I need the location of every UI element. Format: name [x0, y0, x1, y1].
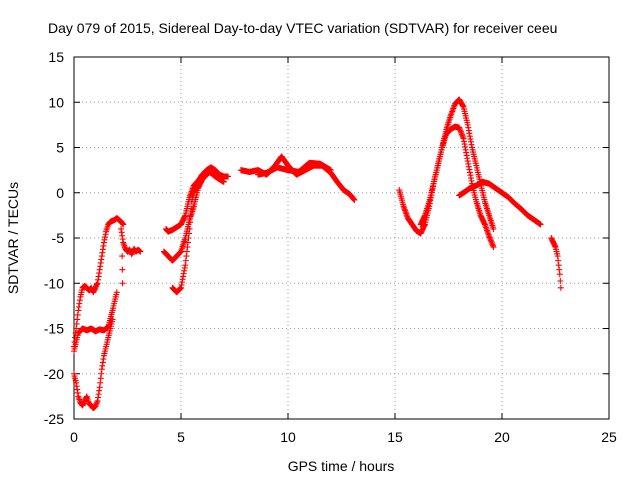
data-point: [220, 178, 227, 185]
data-point: [187, 219, 194, 226]
y-tick-label: -10: [44, 275, 64, 291]
x-tick-label: 20: [494, 429, 510, 445]
data-point: [137, 248, 144, 255]
data-point: [557, 284, 564, 291]
series-sat-d: [118, 225, 144, 258]
data-point: [187, 212, 194, 219]
data-point: [113, 289, 120, 296]
series-sat-b: [71, 289, 120, 355]
series-sat-e: [119, 253, 126, 287]
data-point: [225, 173, 232, 180]
y-tick-label: 0: [56, 185, 64, 201]
series-sat-l: [417, 96, 497, 232]
data-point: [119, 266, 126, 273]
series-sat-m: [456, 178, 544, 228]
data-point: [490, 244, 497, 251]
data-point: [119, 253, 126, 260]
series-sat-a: [71, 215, 127, 350]
x-tick-label: 0: [70, 429, 78, 445]
x-tick-label: 25: [601, 429, 617, 445]
data-point: [490, 225, 497, 232]
chart-title: Day 079 of 2015, Sidereal Day-to-day VTE…: [48, 20, 557, 36]
series-sat-n: [548, 235, 564, 291]
data-point: [327, 167, 334, 174]
y-tick-label: 10: [48, 94, 64, 110]
series-sat-j: [255, 159, 334, 178]
plot-frame: [73, 56, 610, 420]
data-point: [119, 280, 126, 287]
series-sat-h: [169, 164, 232, 296]
x-tick-label: 5: [177, 429, 185, 445]
data-point: [120, 221, 127, 228]
x-axis-label: GPS time / hours: [288, 458, 395, 474]
y-tick-label: -25: [44, 411, 64, 427]
data-point: [188, 205, 195, 212]
x-tick-label: 15: [387, 429, 403, 445]
data-point: [557, 277, 564, 284]
data-points: [71, 96, 564, 412]
y-tick-label: -5: [52, 230, 65, 246]
data-point: [109, 316, 116, 323]
y-tick-label: -20: [44, 366, 64, 382]
y-axis-label: SDTVAR / TECUs: [5, 182, 21, 294]
y-tick-label: 15: [48, 49, 64, 65]
data-point: [351, 196, 358, 203]
series-sat-c: [71, 316, 116, 412]
data-point: [556, 271, 563, 278]
grid: [74, 57, 609, 419]
series-sat-i: [237, 153, 358, 203]
y-tick-label: 5: [56, 140, 64, 156]
x-tick-label: 10: [280, 429, 296, 445]
data-point: [537, 221, 544, 228]
data-point: [186, 225, 193, 232]
tick-labels: 0 5 10 15 20 25 15 10 5 0 -5 -10 -15 -20 -25: [44, 49, 617, 445]
y-tick-label: -15: [44, 321, 64, 337]
